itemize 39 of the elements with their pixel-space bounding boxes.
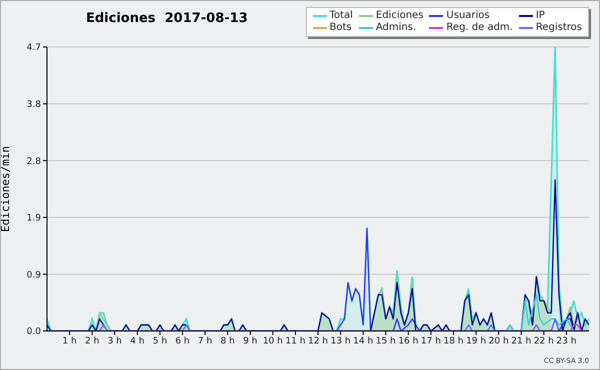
legend-label: Admins. [376,22,416,34]
x-tick-label: 18 h [443,336,464,346]
legend-label: Ediciones [376,10,424,22]
x-tick-label: 14 h [353,336,374,346]
legend-label: IP [536,10,545,22]
x-tick-label: 6 h [175,336,190,346]
legend-label: Bots [330,22,352,34]
x-tick-label: 1 h [62,336,77,346]
x-tick-label: 7 h [198,336,212,346]
legend-label: Registros [536,22,582,34]
y-tick-label: 0.9 [26,270,42,280]
x-tick-label: 22 h [534,336,554,346]
y-tick-label: 4.7 [26,43,41,54]
legend-label: Reg. de adm. [446,22,513,34]
x-tick-label: 3 h [108,336,122,346]
legend-label: Usuarios [446,10,490,22]
y-axis-title: Ediciones/min [0,146,12,232]
x-tick-label: 23 h [556,336,576,346]
x-tick-label: 17 h [420,336,441,346]
x-tick-label: 4 h [130,336,144,346]
x-tick-label: 19 h [466,336,486,346]
y-tick-label: 1.9 [26,214,42,224]
chart-title: Ediciones 2017-08-13 [86,11,248,26]
legend-label: Total [330,10,353,22]
x-tick-label: 2 h [85,336,100,346]
x-tick-label: 20 h [488,336,509,346]
x-tick-label: 10 h [262,336,283,346]
y-tick-label: 2.8 [26,156,42,167]
x-tick-label: 9 h [243,336,258,346]
x-tick-label: 12 h [308,336,328,346]
x-tick-label: 21 h [511,336,532,346]
x-tick-label: 13 h [330,336,351,346]
x-tick-label: 16 h [398,336,418,346]
x-tick-label: 8 h [220,336,235,346]
y-tick-label: 3.8 [26,100,42,110]
x-tick-label: 15 h [376,336,396,346]
y-tick-label: 0.0 [26,327,42,338]
x-tick-label: 11 h [285,336,306,346]
x-tick-label: 5 h [152,336,168,346]
